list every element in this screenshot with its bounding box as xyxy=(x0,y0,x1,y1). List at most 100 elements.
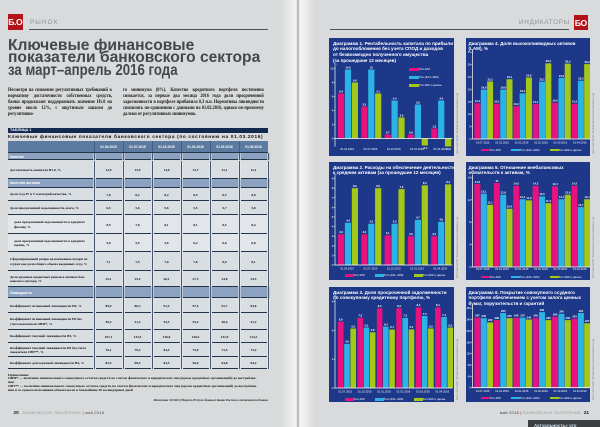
svg-text:6: 6 xyxy=(332,328,334,332)
svg-text:20: 20 xyxy=(467,87,470,91)
svg-text:7,9: 7,9 xyxy=(400,185,404,189)
svg-text:19,9: 19,9 xyxy=(500,85,506,89)
svg-text:01.10.2015: 01.10.2015 xyxy=(387,267,401,271)
svg-text:8,3: 8,3 xyxy=(378,304,382,308)
svg-text:243: 243 xyxy=(572,314,577,318)
svg-text:0: 0 xyxy=(469,265,471,269)
svg-text:0: 0 xyxy=(332,386,334,390)
svg-text:14,1: 14,1 xyxy=(533,100,539,104)
svg-text:01.10.2015: 01.10.2015 xyxy=(495,140,509,144)
svg-text:160: 160 xyxy=(466,340,471,344)
svg-text:14,8: 14,8 xyxy=(474,180,480,184)
svg-text:01.04.2015: 01.04.2015 xyxy=(340,147,354,151)
svg-text:–0,4: –0,4 xyxy=(422,146,428,150)
svg-text:3,0: 3,0 xyxy=(432,232,436,236)
svg-text:01.07.2015: 01.07.2015 xyxy=(364,147,378,151)
svg-text:01.01.2016: 01.01.2016 xyxy=(410,267,424,271)
svg-text:263: 263 xyxy=(500,309,505,313)
svg-text:8,0: 8,0 xyxy=(353,184,357,188)
svg-text:5: 5 xyxy=(469,125,471,129)
svg-text:8,4: 8,4 xyxy=(417,303,421,307)
svg-text:01.02.2016: 01.02.2016 xyxy=(534,140,548,144)
svg-text:8,3: 8,3 xyxy=(423,181,427,185)
svg-text:120: 120 xyxy=(466,352,471,356)
svg-text:01.04.2015: 01.04.2015 xyxy=(340,267,354,271)
svg-text:14,5: 14,5 xyxy=(571,182,577,186)
svg-text:11,4: 11,4 xyxy=(545,199,551,203)
svg-text:240: 240 xyxy=(526,315,531,319)
svg-text:01.01.2016: 01.01.2016 xyxy=(514,267,528,271)
svg-text:01.07.2015: 01.07.2015 xyxy=(338,390,352,394)
svg-text:8,4: 8,4 xyxy=(446,180,450,184)
svg-text:0: 0 xyxy=(469,137,471,141)
svg-text:–0,6: –0,6 xyxy=(445,147,451,151)
svg-text:8: 8 xyxy=(469,220,471,224)
svg-text:01.04.2016: 01.04.2016 xyxy=(433,267,447,271)
svg-text:4,3: 4,3 xyxy=(393,220,397,224)
svg-text:3,0: 3,0 xyxy=(409,232,413,236)
svg-text:01.02.2016: 01.02.2016 xyxy=(534,389,548,393)
svg-text:9: 9 xyxy=(332,300,334,304)
svg-text:15: 15 xyxy=(495,179,498,183)
svg-text:12,6: 12,6 xyxy=(539,192,545,196)
svg-text:01.02.2016: 01.02.2016 xyxy=(397,390,411,394)
svg-text:01.01.2016: 01.01.2016 xyxy=(377,390,391,394)
svg-text:15: 15 xyxy=(467,100,470,104)
svg-text:01.07.2015: 01.07.2015 xyxy=(475,140,489,144)
svg-text:11,9: 11,9 xyxy=(526,196,532,200)
svg-text:2: 2 xyxy=(332,123,334,127)
svg-text:246: 246 xyxy=(513,314,518,318)
svg-text:14,4: 14,4 xyxy=(474,99,480,103)
svg-text:7: 7 xyxy=(332,196,334,200)
svg-text:8,4: 8,4 xyxy=(436,303,440,307)
svg-text:6,4: 6,4 xyxy=(384,322,388,326)
svg-text:24,8: 24,8 xyxy=(526,73,532,77)
svg-text:01.01.2016: 01.01.2016 xyxy=(514,140,528,144)
svg-text:245: 245 xyxy=(507,314,512,318)
svg-text:01.07.2015: 01.07.2015 xyxy=(364,267,378,271)
svg-text:247: 247 xyxy=(475,313,480,317)
svg-text:238: 238 xyxy=(546,316,551,320)
svg-text:5,1: 5,1 xyxy=(376,89,380,93)
svg-text:0: 0 xyxy=(332,137,334,141)
svg-text:10,4: 10,4 xyxy=(506,205,512,209)
svg-text:10,7: 10,7 xyxy=(578,203,584,207)
svg-text:25: 25 xyxy=(467,75,470,79)
svg-text:23,5: 23,5 xyxy=(578,77,584,81)
svg-text:3,2: 3,2 xyxy=(363,230,367,234)
svg-text:4,6: 4,6 xyxy=(345,340,349,344)
svg-text:230: 230 xyxy=(487,318,492,322)
svg-text:0: 0 xyxy=(332,263,334,267)
svg-text:12,1: 12,1 xyxy=(520,195,526,199)
svg-text:238: 238 xyxy=(565,316,570,320)
svg-text:23,1: 23,1 xyxy=(539,78,545,82)
svg-text:1,3: 1,3 xyxy=(432,124,436,128)
svg-text:12: 12 xyxy=(467,198,470,202)
svg-text:6,1: 6,1 xyxy=(390,325,394,329)
svg-text:12,1: 12,1 xyxy=(584,195,590,199)
svg-text:30: 30 xyxy=(467,63,470,67)
svg-text:6,1: 6,1 xyxy=(410,325,414,329)
svg-text:19,9: 19,9 xyxy=(481,85,487,89)
svg-text:6,2: 6,2 xyxy=(351,324,355,328)
svg-text:14,6: 14,6 xyxy=(552,99,558,103)
svg-text:14,6: 14,6 xyxy=(345,65,351,69)
svg-text:14,2: 14,2 xyxy=(494,100,500,104)
svg-text:4,5: 4,5 xyxy=(439,218,443,222)
svg-text:3,1: 3,1 xyxy=(386,231,390,235)
svg-text:01.10.2015: 01.10.2015 xyxy=(495,267,509,271)
svg-text:6,2: 6,2 xyxy=(429,324,433,328)
svg-text:10: 10 xyxy=(467,112,470,116)
svg-text:01.10.2015: 01.10.2015 xyxy=(495,389,509,393)
svg-text:3,2: 3,2 xyxy=(339,230,343,234)
svg-text:8: 8 xyxy=(332,186,334,190)
svg-text:01.02.2016: 01.02.2016 xyxy=(534,267,548,271)
svg-text:266: 266 xyxy=(539,308,544,312)
svg-text:01.10.2015: 01.10.2015 xyxy=(358,390,372,394)
svg-text:2: 2 xyxy=(332,244,334,248)
svg-text:01.04.2016: 01.04.2016 xyxy=(435,390,449,394)
svg-text:01.03.2016: 01.03.2016 xyxy=(416,390,430,394)
svg-text:12,1: 12,1 xyxy=(558,195,564,199)
svg-text:35: 35 xyxy=(467,50,470,54)
svg-text:12,9: 12,9 xyxy=(500,191,506,195)
